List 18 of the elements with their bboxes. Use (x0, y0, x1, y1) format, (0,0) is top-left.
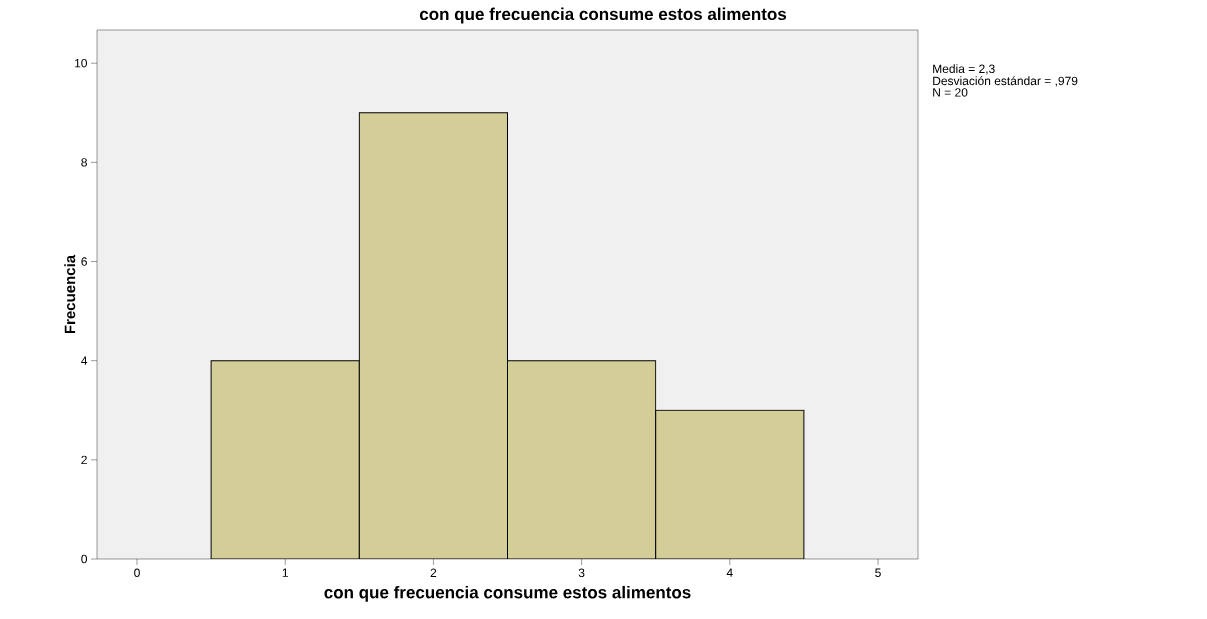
y-tick-label: 6 (81, 257, 87, 266)
x-tick-label: 5 (875, 568, 881, 577)
text: N = 20 (933, 88, 968, 97)
y-tick-label: 4 (81, 356, 88, 365)
x-tick-label: 4 (726, 568, 733, 577)
y-axis-title: Frecuencia (64, 254, 76, 334)
y-tick-label: 0 (81, 554, 88, 564)
text: Desviación estándar = ,979 (933, 76, 1078, 87)
x-tick-label: 2 (430, 568, 437, 577)
y-tick-label: 10 (75, 58, 87, 68)
x-tick-label: 1 (282, 568, 288, 577)
chart-title: con que frecuencia consume estos alimentos (419, 7, 787, 24)
y-tick-label: 2 (81, 455, 87, 465)
y-tick-label: 8 (81, 158, 87, 167)
x-tick-label: 3 (578, 568, 585, 578)
x-axis-title: con que frecuencia consume estos alimentos (324, 585, 691, 602)
text: Media = 2,3 (933, 64, 995, 75)
x-tick-label: 0 (134, 568, 140, 578)
